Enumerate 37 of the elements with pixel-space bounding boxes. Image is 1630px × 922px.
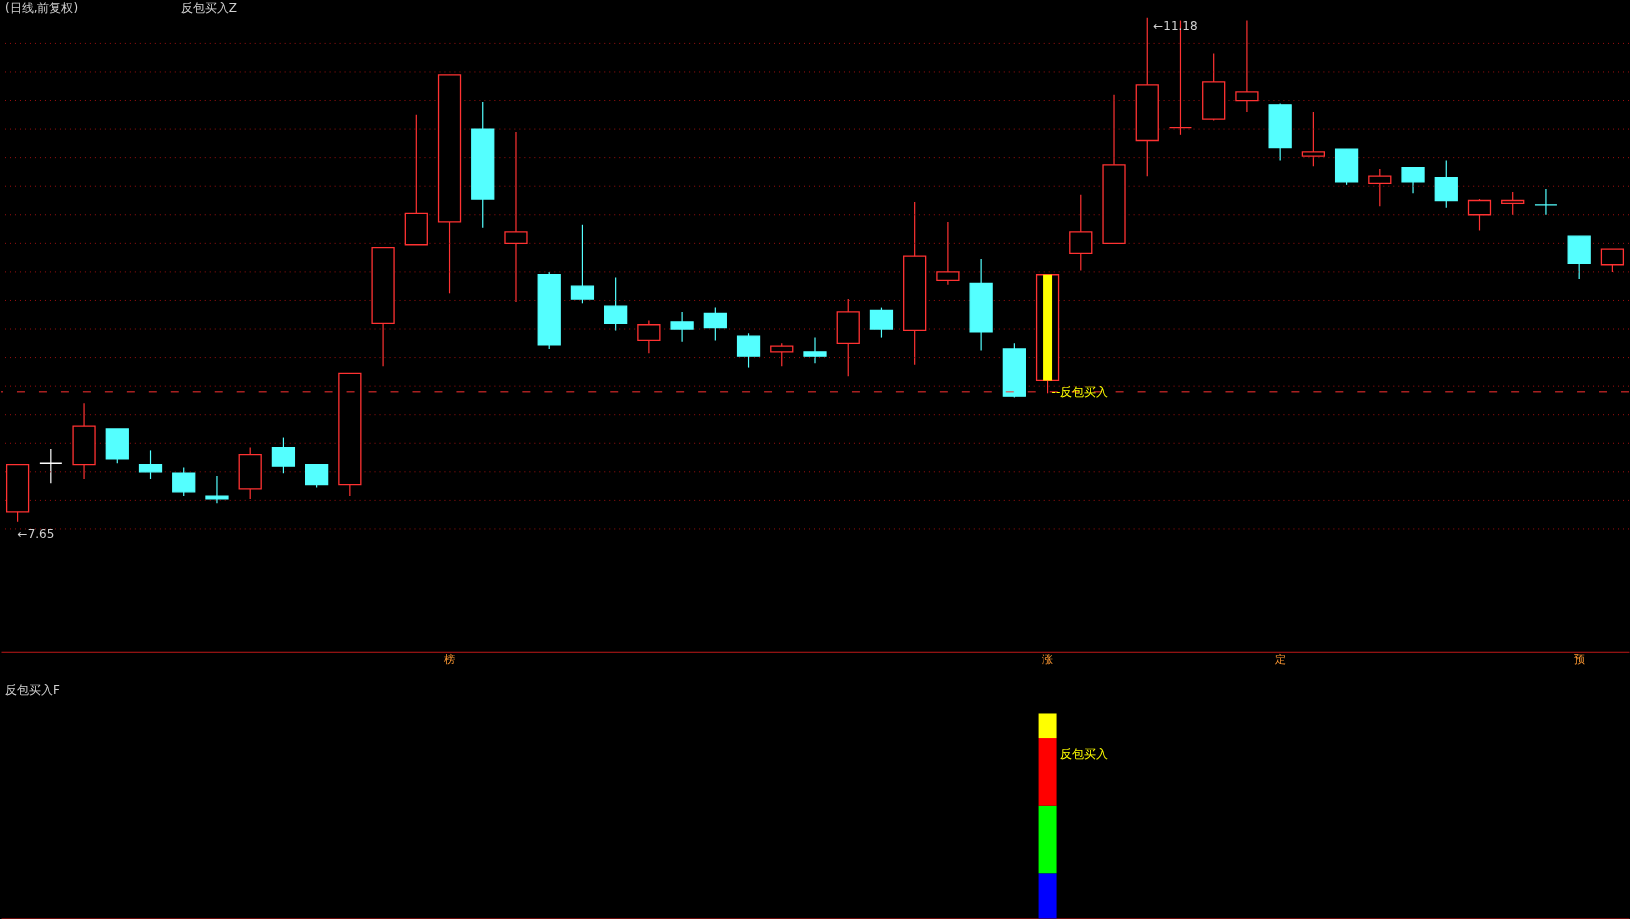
candlestick <box>1368 168 1392 207</box>
candlestick <box>1235 19 1259 113</box>
x-tick-label: 涨 <box>1042 653 1054 667</box>
candlestick <box>1467 198 1492 232</box>
candlestick <box>1600 248 1625 273</box>
chart-subtitle: 反包买入Z <box>180 0 237 15</box>
candlestick <box>770 342 794 367</box>
candlestick <box>205 475 229 504</box>
candlestick <box>1301 111 1325 167</box>
candlestick <box>936 221 960 286</box>
x-tick-label: 预 <box>1573 653 1585 667</box>
candlestick <box>604 277 628 332</box>
candlestick <box>803 336 827 364</box>
candlestick <box>869 307 894 339</box>
candlestick <box>1501 191 1525 216</box>
candlestick <box>1434 159 1458 209</box>
candlestick <box>271 436 296 474</box>
candlestick <box>504 131 528 303</box>
candlestick <box>138 449 163 480</box>
candlestick <box>637 319 661 354</box>
candlestick <box>703 307 727 342</box>
candlestick <box>1401 167 1425 194</box>
candlestick <box>1069 194 1093 272</box>
annotation: --反包买入 <box>1051 384 1109 399</box>
annotation: ←7.65 <box>17 526 55 541</box>
chart-title: (日线,前复权) <box>4 0 79 15</box>
candlestick <box>1534 188 1558 216</box>
annotation: 反包买入 <box>1059 747 1108 762</box>
candlestick <box>670 311 694 343</box>
chart-title: 反包买入F <box>4 682 60 697</box>
x-tick-label: 榜 <box>444 653 456 667</box>
candlestick <box>172 466 196 497</box>
x-tick-label: 定 <box>1274 653 1286 667</box>
candlestick <box>305 464 329 489</box>
candlestick <box>39 448 63 484</box>
candlestick <box>736 332 761 369</box>
candlestick <box>570 224 595 304</box>
